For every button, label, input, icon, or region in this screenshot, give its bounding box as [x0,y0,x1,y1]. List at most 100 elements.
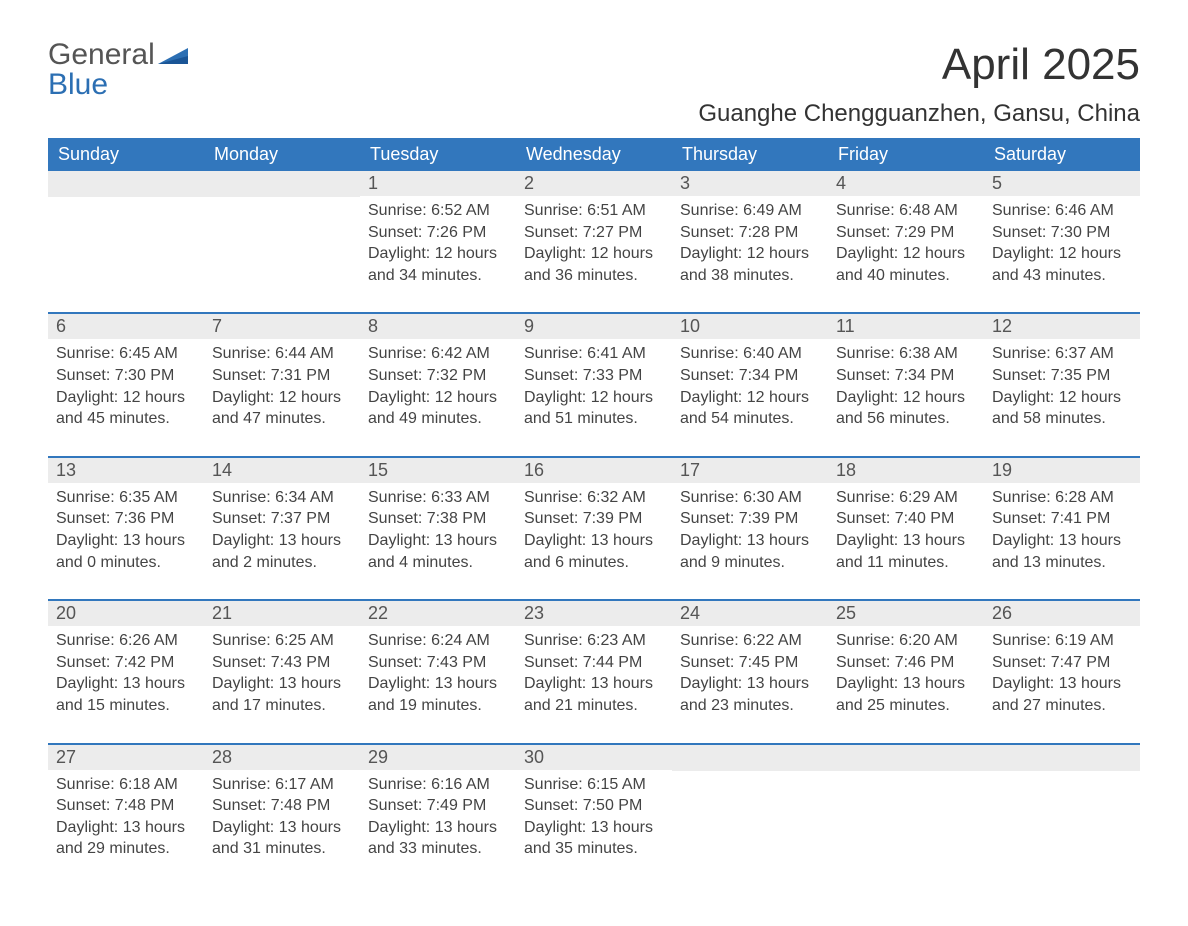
daylight-text: Daylight: 13 hours and 6 minutes. [524,530,664,573]
sunset-text: Sunset: 7:30 PM [56,365,196,387]
day-header: Sunday [48,138,204,171]
day-cell: 7Sunrise: 6:44 AMSunset: 7:31 PMDaylight… [204,313,360,456]
day-number: 6 [48,314,204,339]
sunrise-text: Sunrise: 6:30 AM [680,487,820,509]
sunset-text: Sunset: 7:46 PM [836,652,976,674]
day-info: Sunrise: 6:25 AMSunset: 7:43 PMDaylight:… [204,626,360,742]
day-number: 25 [828,601,984,626]
daylight-text: Daylight: 13 hours and 27 minutes. [992,673,1132,716]
week-row: 13Sunrise: 6:35 AMSunset: 7:36 PMDayligh… [48,457,1140,600]
day-number: 28 [204,745,360,770]
sunrise-text: Sunrise: 6:23 AM [524,630,664,652]
day-info: Sunrise: 6:24 AMSunset: 7:43 PMDaylight:… [360,626,516,742]
sunrise-text: Sunrise: 6:51 AM [524,200,664,222]
day-cell: 6Sunrise: 6:45 AMSunset: 7:30 PMDaylight… [48,313,204,456]
week-row: 20Sunrise: 6:26 AMSunset: 7:42 PMDayligh… [48,600,1140,743]
day-cell: 11Sunrise: 6:38 AMSunset: 7:34 PMDayligh… [828,313,984,456]
sunrise-text: Sunrise: 6:38 AM [836,343,976,365]
day-info: Sunrise: 6:18 AMSunset: 7:48 PMDaylight:… [48,770,204,886]
day-header: Saturday [984,138,1140,171]
sunset-text: Sunset: 7:31 PM [212,365,352,387]
day-cell: 8Sunrise: 6:42 AMSunset: 7:32 PMDaylight… [360,313,516,456]
day-info: Sunrise: 6:23 AMSunset: 7:44 PMDaylight:… [516,626,672,742]
sunset-text: Sunset: 7:39 PM [524,508,664,530]
day-number: 26 [984,601,1140,626]
sunset-text: Sunset: 7:33 PM [524,365,664,387]
day-cell: 15Sunrise: 6:33 AMSunset: 7:38 PMDayligh… [360,457,516,600]
day-number: 20 [48,601,204,626]
sunset-text: Sunset: 7:34 PM [836,365,976,387]
day-info: Sunrise: 6:46 AMSunset: 7:30 PMDaylight:… [984,196,1140,312]
day-number: 1 [360,171,516,196]
day-number: 15 [360,458,516,483]
day-info: Sunrise: 6:29 AMSunset: 7:40 PMDaylight:… [828,483,984,599]
sunset-text: Sunset: 7:50 PM [524,795,664,817]
sunrise-text: Sunrise: 6:26 AM [56,630,196,652]
daylight-text: Daylight: 12 hours and 47 minutes. [212,387,352,430]
sunset-text: Sunset: 7:28 PM [680,222,820,244]
daylight-text: Daylight: 13 hours and 21 minutes. [524,673,664,716]
day-cell: 10Sunrise: 6:40 AMSunset: 7:34 PMDayligh… [672,313,828,456]
calendar-table: SundayMondayTuesdayWednesdayThursdayFrid… [48,138,1140,886]
sunset-text: Sunset: 7:48 PM [56,795,196,817]
day-number: 18 [828,458,984,483]
flag-icon [158,40,188,62]
day-header: Wednesday [516,138,672,171]
day-number: 13 [48,458,204,483]
day-cell [828,744,984,886]
sunset-text: Sunset: 7:36 PM [56,508,196,530]
title-block: April 2025 Guanghe Chengguanzhen, Gansu,… [698,40,1140,128]
day-number: 19 [984,458,1140,483]
day-header: Thursday [672,138,828,171]
day-number: 14 [204,458,360,483]
day-number: 4 [828,171,984,196]
day-cell: 16Sunrise: 6:32 AMSunset: 7:39 PMDayligh… [516,457,672,600]
sunrise-text: Sunrise: 6:28 AM [992,487,1132,509]
month-title: April 2025 [698,40,1140,90]
week-row: 1 Sunrise: 6:52 AMSunset: 7:26 PM Daylight… [48,171,1140,313]
sunrise-text: Sunrise: 6:52 AM [368,200,508,222]
day-number: 9 [516,314,672,339]
sunrise-text: Sunrise: 6:37 AM [992,343,1132,365]
sunset-text: Sunset: 7:39 PM [680,508,820,530]
day-cell: 28Sunrise: 6:17 AMSunset: 7:48 PMDayligh… [204,744,360,886]
day-cell: 9Sunrise: 6:41 AMSunset: 7:33 PMDaylight… [516,313,672,456]
logo-part2: Blue [48,68,108,101]
sunrise-text: Sunrise: 6:48 AM [836,200,976,222]
day-cell [48,171,204,313]
day-cell: 27Sunrise: 6:18 AMSunset: 7:48 PMDayligh… [48,744,204,886]
day-number: 21 [204,601,360,626]
sunset-text: Sunset: 7:40 PM [836,508,976,530]
daylight-text: Daylight: 13 hours and 15 minutes. [56,673,196,716]
day-cell: 5Sunrise: 6:46 AMSunset: 7:30 PMDaylight… [984,171,1140,313]
day-info: Sunrise: 6:35 AMSunset: 7:36 PMDaylight:… [48,483,204,599]
daylight-text: Daylight: 13 hours and 17 minutes. [212,673,352,716]
daylight-text: Daylight: 12 hours and 51 minutes. [524,387,664,430]
day-info: Sunrise: 6:34 AMSunset: 7:37 PMDaylight:… [204,483,360,599]
day-info: Sunrise: 6:41 AMSunset: 7:33 PMDaylight:… [516,339,672,455]
sunrise-text: Sunrise: 6:17 AM [212,774,352,796]
daylight-text: Daylight: 12 hours and 58 minutes. [992,387,1132,430]
day-info: Sunrise: 6:38 AMSunset: 7:34 PMDaylight:… [828,339,984,455]
daylight-text: Daylight: 13 hours and 29 minutes. [56,817,196,860]
day-info: Sunrise: 6:44 AMSunset: 7:31 PMDaylight:… [204,339,360,455]
sunset-text: Sunset: 7:37 PM [212,508,352,530]
empty-day [984,745,1140,771]
day-cell: 12Sunrise: 6:37 AMSunset: 7:35 PMDayligh… [984,313,1140,456]
sunrise-text: Sunrise: 6:33 AM [368,487,508,509]
daylight-text: Daylight: 12 hours and 40 minutes. [836,243,976,286]
sunset-text: Sunset: 7:26 PM [368,222,508,244]
day-cell: 2Sunrise: 6:51 AMSunset: 7:27 PMDaylight… [516,171,672,313]
day-number: 22 [360,601,516,626]
day-info: Sunrise: 6:30 AMSunset: 7:39 PMDaylight:… [672,483,828,599]
daylight-text: Daylight: 13 hours and 0 minutes. [56,530,196,573]
day-info: Sunrise: 6:49 AMSunset: 7:28 PMDaylight:… [672,196,828,312]
daylight-text: Daylight: 12 hours and 56 minutes. [836,387,976,430]
logo: General Blue [48,40,188,100]
day-cell: 18Sunrise: 6:29 AMSunset: 7:40 PMDayligh… [828,457,984,600]
empty-day [828,745,984,771]
sunrise-text: Sunrise: 6:35 AM [56,487,196,509]
day-info: Sunrise: 6:45 AMSunset: 7:30 PMDaylight:… [48,339,204,455]
daylight-text: Daylight: 12 hours and 49 minutes. [368,387,508,430]
sunset-text: Sunset: 7:38 PM [368,508,508,530]
